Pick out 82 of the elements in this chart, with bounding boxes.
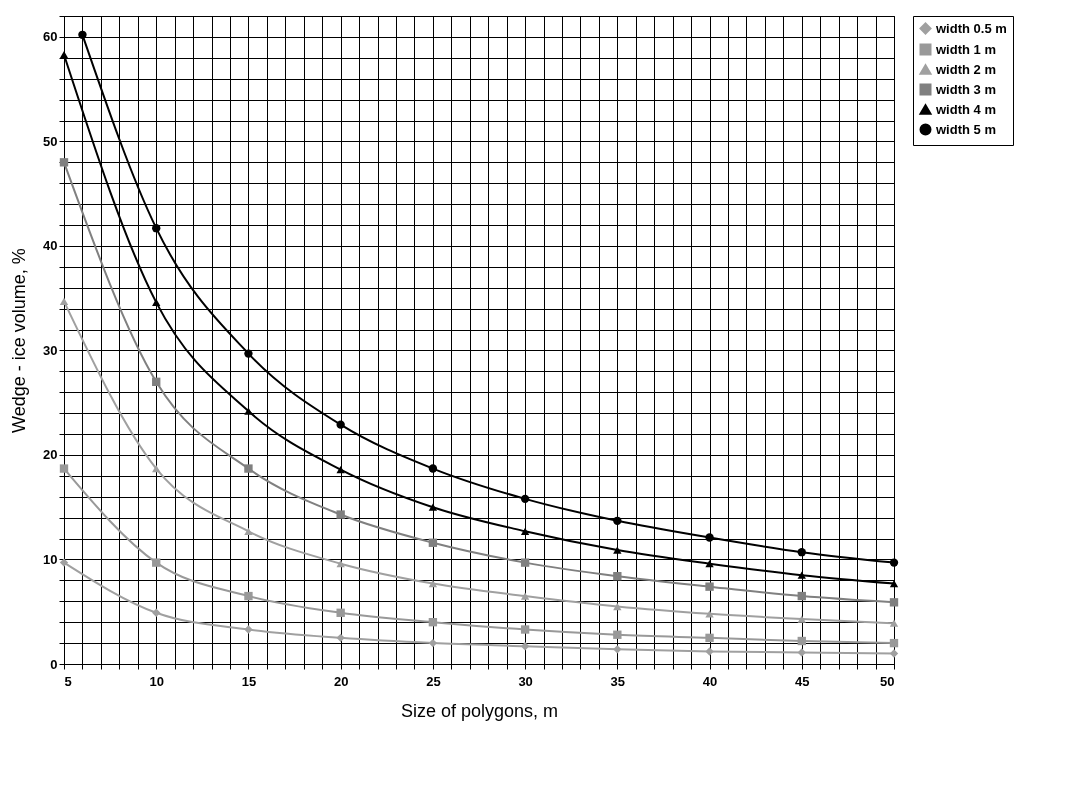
point <box>889 598 899 607</box>
point <box>520 642 530 651</box>
point <box>705 633 714 643</box>
legend-label: width 4 m <box>935 101 996 117</box>
point <box>428 464 438 473</box>
point <box>428 503 438 511</box>
point <box>59 158 69 167</box>
point <box>613 572 622 581</box>
point <box>78 30 87 39</box>
y-tick-label: 40 <box>43 238 58 254</box>
point <box>613 516 622 525</box>
x-tick-label: 30 <box>518 673 533 689</box>
point <box>336 560 345 568</box>
point <box>889 619 899 627</box>
point <box>244 407 253 415</box>
x-tick-label: 15 <box>241 673 257 689</box>
legend-label: width 5 m <box>935 121 996 137</box>
point <box>613 645 622 654</box>
point <box>152 298 161 306</box>
point <box>705 582 714 591</box>
point <box>797 547 806 557</box>
y-tick-label: 30 <box>43 342 58 358</box>
point <box>152 608 161 617</box>
point <box>797 648 806 657</box>
point <box>797 591 806 601</box>
y-tick-label: 10 <box>43 551 58 567</box>
x-tick-label: 50 <box>880 673 895 689</box>
legend-label: width 3 m <box>935 81 996 97</box>
y-tick-label: 20 <box>43 447 58 463</box>
x-tick-label: 5 <box>64 673 72 689</box>
point <box>889 649 899 658</box>
point <box>336 608 345 617</box>
point <box>428 579 438 588</box>
x-axis-title: Size of polygons, m <box>400 700 559 721</box>
point <box>520 527 530 535</box>
x-tick-label: 20 <box>333 673 349 689</box>
point <box>797 571 806 579</box>
point <box>889 558 899 567</box>
point <box>244 464 253 473</box>
point <box>152 377 161 386</box>
point <box>428 618 438 627</box>
point <box>705 533 714 542</box>
point <box>244 591 253 601</box>
legend-label: width 1 m <box>935 41 996 57</box>
point <box>336 633 345 643</box>
point <box>705 560 714 568</box>
x-tick-label: 10 <box>149 673 164 689</box>
point <box>152 558 161 567</box>
point <box>613 602 622 611</box>
point <box>520 592 530 600</box>
point <box>59 464 69 473</box>
x-tick-label: 35 <box>610 673 626 689</box>
x-tick-label: 45 <box>795 673 810 689</box>
point <box>705 647 714 656</box>
legend-label: width 2 m <box>935 61 996 77</box>
point <box>428 538 438 547</box>
x-tick-label: 25 <box>426 673 441 689</box>
point <box>705 610 714 618</box>
point <box>520 558 530 567</box>
x-tick-label: 40 <box>702 673 718 689</box>
point <box>336 510 345 519</box>
point <box>613 630 622 639</box>
point <box>244 349 253 358</box>
point <box>59 297 69 305</box>
point <box>244 625 253 634</box>
y-tick-label: 50 <box>43 133 58 149</box>
point <box>152 464 161 473</box>
point <box>797 615 806 623</box>
point <box>428 638 438 648</box>
point <box>889 638 899 648</box>
point <box>520 494 530 504</box>
point <box>244 527 253 535</box>
legend-label: width 0.5 m <box>935 20 1007 36</box>
y-axis-title: Wedge - ice volume, % <box>9 248 30 433</box>
point <box>797 636 806 646</box>
point <box>520 625 530 634</box>
point <box>613 546 622 554</box>
point <box>152 223 161 233</box>
point <box>336 420 345 429</box>
point <box>336 465 345 474</box>
y-tick-label: 0 <box>50 656 58 672</box>
y-tick-label: 60 <box>43 29 58 45</box>
